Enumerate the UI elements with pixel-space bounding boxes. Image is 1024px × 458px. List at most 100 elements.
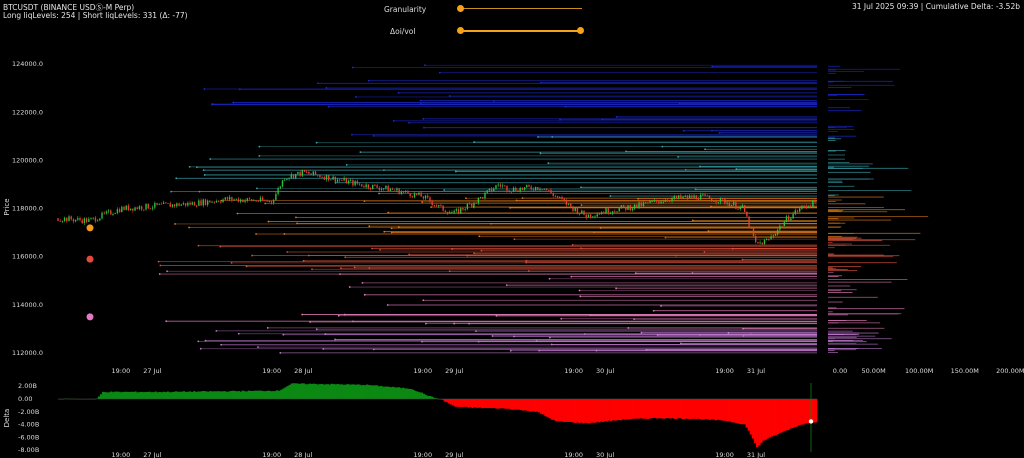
candle <box>730 204 733 207</box>
delta-bar <box>112 392 115 399</box>
delta-bar <box>578 398 581 424</box>
liquidation-level-origin <box>334 338 336 341</box>
candle <box>387 185 389 192</box>
candle <box>231 197 233 201</box>
delta-bar <box>257 390 261 399</box>
delta-bar <box>154 391 157 399</box>
candle <box>805 206 808 208</box>
liquidation-level-origin <box>295 216 297 219</box>
liquidation-volume-profile-layer <box>828 65 929 353</box>
liquidation-level-origin <box>473 252 475 255</box>
candle <box>616 211 618 213</box>
delta-bar <box>795 398 799 427</box>
delta-bar <box>504 398 507 409</box>
candle <box>198 200 200 206</box>
delta-bar <box>627 398 631 420</box>
candle <box>88 218 90 223</box>
candle <box>455 209 458 211</box>
liquidation-level-origin <box>559 118 561 121</box>
liquidation-level-origin <box>660 305 662 307</box>
candle <box>743 205 746 212</box>
delta-bar <box>422 393 426 399</box>
liquidation-level-origin <box>465 197 467 200</box>
price-tick-label: 118000.0 <box>12 205 43 213</box>
candle <box>479 197 482 198</box>
liquidation-level-origin <box>232 101 235 104</box>
time-tick-label: 19:00 <box>715 451 734 458</box>
delta-bar <box>456 398 459 407</box>
liquidation-level-origin <box>188 226 190 229</box>
doi-vol-handle-min[interactable] <box>457 27 464 34</box>
candle <box>768 239 770 240</box>
delta-bar <box>454 398 457 407</box>
delta-bar <box>225 391 228 399</box>
candle <box>572 206 574 211</box>
delta-bar <box>106 392 109 399</box>
delta-bar <box>576 398 579 423</box>
delta-bar <box>445 398 449 403</box>
liquidation-level-origin <box>351 66 354 69</box>
granularity-handle[interactable] <box>457 5 464 12</box>
time-axis: 19:00 27 Jul 19:00 28 Jul 19:00 29 Jul 19:00 30… <box>112 367 766 375</box>
delta-bar <box>641 398 644 419</box>
delta-bar <box>243 391 247 399</box>
delta-bar <box>162 391 165 399</box>
delta-bar <box>718 398 721 420</box>
liquidation-level-origin <box>258 145 261 148</box>
candle <box>107 210 110 212</box>
candle <box>565 200 568 205</box>
delta-bar <box>334 384 337 399</box>
delta-bar <box>584 398 587 423</box>
delta-bar <box>770 398 774 437</box>
candle <box>464 208 466 210</box>
delta-bar <box>324 384 327 399</box>
price-tick-label: 120000.0 <box>12 156 43 164</box>
doi-vol-handle-max[interactable] <box>577 27 584 34</box>
delta-bar <box>730 398 734 423</box>
delta-bar <box>356 384 359 399</box>
delta-bar <box>535 398 539 412</box>
granularity-slider[interactable] <box>456 2 586 14</box>
candle <box>125 205 127 210</box>
candle <box>611 211 614 214</box>
profile-axis: 0.00 50.00M 100.00M 150.00M 200.00M <box>833 367 1024 375</box>
candle <box>534 187 537 191</box>
candle <box>129 208 132 211</box>
delta-bar <box>118 391 121 399</box>
candle <box>429 197 431 202</box>
delta-bar <box>130 391 133 399</box>
candle <box>473 202 475 207</box>
candle <box>427 195 429 198</box>
liquidation-level-origin <box>423 126 425 129</box>
candle <box>592 216 594 218</box>
delta-bar <box>602 398 605 422</box>
delta-bar <box>598 398 601 423</box>
candle <box>369 188 372 190</box>
candle <box>160 203 163 205</box>
time-tick-label: 27 Jul <box>143 367 161 375</box>
delta-bar <box>623 398 627 420</box>
time-tick-label: 19:00 <box>413 367 432 375</box>
time-tick-label: 19:00 <box>564 451 583 458</box>
delta-bar <box>485 398 488 408</box>
liquidation-level-origin <box>473 141 476 143</box>
liquidation-level-origin <box>527 270 530 272</box>
delta-bar <box>233 390 236 399</box>
candle <box>112 214 114 215</box>
doi-vol-slider[interactable] <box>456 24 586 36</box>
delta-bar <box>679 398 682 419</box>
liquidation-level-origin <box>165 320 168 323</box>
candle <box>488 188 491 191</box>
liquidation-level-origin <box>175 177 178 180</box>
delta-bar <box>558 398 561 422</box>
delta-bar <box>128 391 131 399</box>
liquidation-level-origin <box>251 254 254 257</box>
liquidation-level-origin <box>710 205 712 208</box>
profile-tick-label: 50.00M <box>861 367 885 375</box>
candle <box>66 217 68 222</box>
candle <box>314 171 317 175</box>
delta-bar <box>386 386 389 399</box>
delta-bar <box>426 395 430 399</box>
candle <box>380 188 383 190</box>
delta-bar <box>617 398 621 421</box>
